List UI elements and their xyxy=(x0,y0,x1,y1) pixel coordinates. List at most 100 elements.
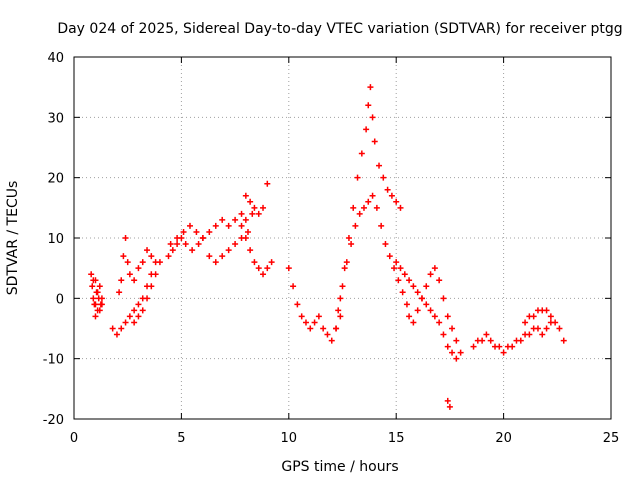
data-point xyxy=(403,301,410,308)
data-point xyxy=(302,319,309,326)
data-point xyxy=(431,265,438,272)
chart-title: Day 024 of 2025, Sidereal Day-to-day VTE… xyxy=(57,21,622,37)
data-point xyxy=(126,313,133,320)
data-point xyxy=(131,319,138,326)
data-point xyxy=(410,319,417,326)
x-tick-label: 20 xyxy=(495,431,512,446)
data-point xyxy=(431,313,438,320)
data-point xyxy=(219,253,226,260)
data-point xyxy=(98,295,105,302)
data-point xyxy=(369,192,376,199)
data-point xyxy=(116,289,123,296)
data-point xyxy=(337,295,344,302)
axis-ticks: 0 5 10 15 20 25 -20 -10 0 10 20 30 40 xyxy=(43,51,620,446)
data-point xyxy=(397,265,404,272)
data-point xyxy=(92,301,99,308)
data-point xyxy=(365,198,372,205)
data-point xyxy=(367,84,374,91)
data-point xyxy=(94,289,101,296)
data-point xyxy=(345,235,352,241)
data-point xyxy=(399,289,406,296)
data-point xyxy=(343,259,350,266)
data-point xyxy=(122,319,129,326)
data-point xyxy=(365,102,372,109)
data-point xyxy=(189,247,196,254)
data-point xyxy=(88,271,95,278)
data-point xyxy=(444,397,451,404)
data-point xyxy=(393,198,400,205)
data-point xyxy=(376,162,383,169)
data-point xyxy=(285,265,292,272)
data-point xyxy=(122,235,129,241)
data-point xyxy=(268,259,275,266)
data-point xyxy=(453,355,460,362)
data-point xyxy=(144,247,151,254)
data-point xyxy=(446,403,453,410)
data-point xyxy=(483,331,490,338)
data-point xyxy=(152,271,159,278)
data-point xyxy=(89,283,96,290)
data-point xyxy=(333,325,340,332)
data-point xyxy=(371,138,378,145)
data-point xyxy=(290,283,297,290)
data-point xyxy=(341,265,348,272)
data-point xyxy=(264,265,271,272)
data-point xyxy=(139,307,146,314)
x-tick-label: 5 xyxy=(177,431,185,446)
data-point xyxy=(131,277,138,284)
data-point xyxy=(148,283,155,290)
data-point xyxy=(90,295,97,302)
data-point xyxy=(496,343,503,350)
data-point xyxy=(118,325,125,332)
data-point xyxy=(391,265,398,272)
data-point xyxy=(348,241,355,248)
data-point xyxy=(440,331,447,338)
data-point xyxy=(206,228,213,235)
data-point xyxy=(212,222,219,229)
data-point xyxy=(156,259,163,266)
data-point xyxy=(242,235,249,241)
data-point xyxy=(384,186,391,193)
data-point xyxy=(251,204,258,211)
data-point xyxy=(556,325,563,332)
y-tick-label: 10 xyxy=(47,232,64,247)
data-point xyxy=(449,325,456,332)
data-point xyxy=(238,222,245,229)
y-tick-label: 30 xyxy=(47,111,64,126)
data-point xyxy=(393,259,400,266)
data-point xyxy=(247,198,254,205)
data-point xyxy=(457,349,464,356)
data-point xyxy=(560,337,567,344)
data-point xyxy=(135,265,142,272)
data-point xyxy=(124,259,131,266)
data-point xyxy=(180,228,187,235)
data-point xyxy=(232,216,239,223)
data-point xyxy=(307,325,314,332)
data-point xyxy=(526,331,533,338)
data-point xyxy=(500,349,507,356)
data-point xyxy=(169,247,176,254)
data-point xyxy=(453,337,460,344)
data-point xyxy=(406,313,413,320)
data-point xyxy=(255,210,262,217)
data-point xyxy=(356,210,363,217)
data-point xyxy=(360,204,367,211)
data-point xyxy=(90,277,97,284)
data-point xyxy=(373,204,380,211)
data-point xyxy=(118,277,125,284)
data-point xyxy=(517,337,524,344)
x-tick-label: 0 xyxy=(70,431,78,446)
data-point xyxy=(352,222,359,229)
data-point xyxy=(120,253,127,260)
data-point xyxy=(186,222,193,229)
data-point xyxy=(363,126,370,133)
data-point xyxy=(444,343,451,350)
data-point xyxy=(369,114,376,121)
data-point xyxy=(552,319,559,326)
data-point xyxy=(479,337,486,344)
data-point xyxy=(249,210,256,217)
data-point xyxy=(255,265,262,272)
data-point xyxy=(436,277,443,284)
data-point xyxy=(530,313,537,320)
data-point xyxy=(539,331,546,338)
